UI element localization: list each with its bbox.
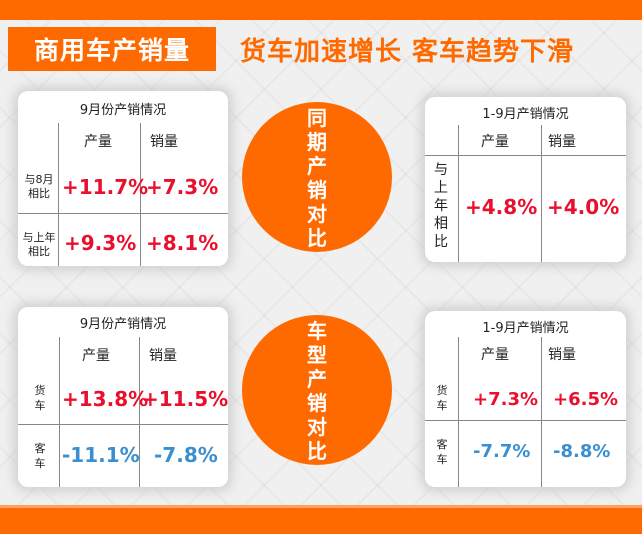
row-label: 客车 <box>436 438 448 466</box>
card-ytd-vs-prior: 1-9月产销情况 产量 销量 与上年相比 +4.8% +4.0% <box>425 97 626 262</box>
card-title: 1-9月产销情况 <box>482 321 569 336</box>
card-sep-by-type: 9月份产销情况 产量 销量 货车 +13.8% +11.5% 客车 -11.1%… <box>18 307 228 487</box>
value-production: -11.1% <box>62 443 140 467</box>
table-divider <box>458 125 459 262</box>
col-header-production: 产量 <box>481 347 509 363</box>
row-label-line: 与8月 <box>24 173 54 186</box>
col-header-sales: 销量 <box>149 348 177 364</box>
card-title: 9月份产销情况 <box>79 317 167 332</box>
value-sales: +8.1% <box>146 231 219 255</box>
table-divider <box>425 420 626 421</box>
card-sep-vs-prior: 9月份产销情况 产量 销量 与8月 相比 +11.7% +7.3% 与上年 相比… <box>18 91 228 266</box>
row-label: 客车 <box>34 442 46 470</box>
value-production: -7.7% <box>473 441 531 462</box>
row-label-line: 与上年 <box>22 231 56 244</box>
value-production: +7.3% <box>473 389 539 410</box>
col-header-sales: 销量 <box>548 134 576 150</box>
col-header-production: 产量 <box>82 348 110 364</box>
row-label: 货车 <box>436 384 448 412</box>
circle-type-comparison: 车型产销对比 <box>242 315 392 465</box>
table-divider <box>139 337 140 487</box>
row-label-line: 相比 <box>28 187 50 200</box>
table-divider <box>18 424 228 425</box>
table-divider <box>140 123 141 266</box>
table-divider <box>59 337 60 487</box>
table-divider <box>425 155 626 156</box>
col-header-production: 产量 <box>84 134 112 150</box>
top-accent-bar <box>0 0 642 20</box>
table-divider <box>541 125 542 262</box>
value-production: +11.7% <box>62 175 149 199</box>
table-divider <box>541 337 542 487</box>
row-label: 与8月 相比 <box>20 173 58 201</box>
col-header-production: 产量 <box>481 134 509 150</box>
circle-label: 同期产销对比 <box>307 106 327 250</box>
card-title: 9月份产销情况 <box>79 103 167 118</box>
table-divider <box>18 213 228 214</box>
value-sales: -8.8% <box>553 441 611 462</box>
circle-period-comparison: 同期产销对比 <box>242 102 392 252</box>
value-sales: +11.5% <box>142 387 229 411</box>
value-sales: +6.5% <box>553 389 619 410</box>
value-production: +4.8% <box>465 195 538 219</box>
table-divider <box>458 337 459 487</box>
section-title: 商用车产销量 <box>8 27 216 71</box>
col-header-sales: 销量 <box>548 347 576 363</box>
value-production: +9.3% <box>64 231 137 255</box>
card-title: 1-9月产销情况 <box>482 107 569 122</box>
card-ytd-by-type: 1-9月产销情况 产量 销量 货车 +7.3% +6.5% 客车 -7.7% -… <box>425 311 626 487</box>
row-label: 与上年 相比 <box>19 231 59 259</box>
table-divider <box>58 123 59 266</box>
circle-label: 车型产销对比 <box>307 319 327 463</box>
value-production: +13.8% <box>62 387 149 411</box>
col-header-sales: 销量 <box>150 134 178 150</box>
value-sales: -7.8% <box>154 443 218 467</box>
headline: 货车加速增长 客车趋势下滑 <box>240 36 575 67</box>
row-label: 货车 <box>34 384 46 412</box>
value-sales: +7.3% <box>146 175 219 199</box>
row-label: 与上年相比 <box>434 162 448 250</box>
bottom-accent-bar <box>0 505 642 534</box>
row-label-line: 相比 <box>28 245 50 258</box>
value-sales: +4.0% <box>547 195 620 219</box>
